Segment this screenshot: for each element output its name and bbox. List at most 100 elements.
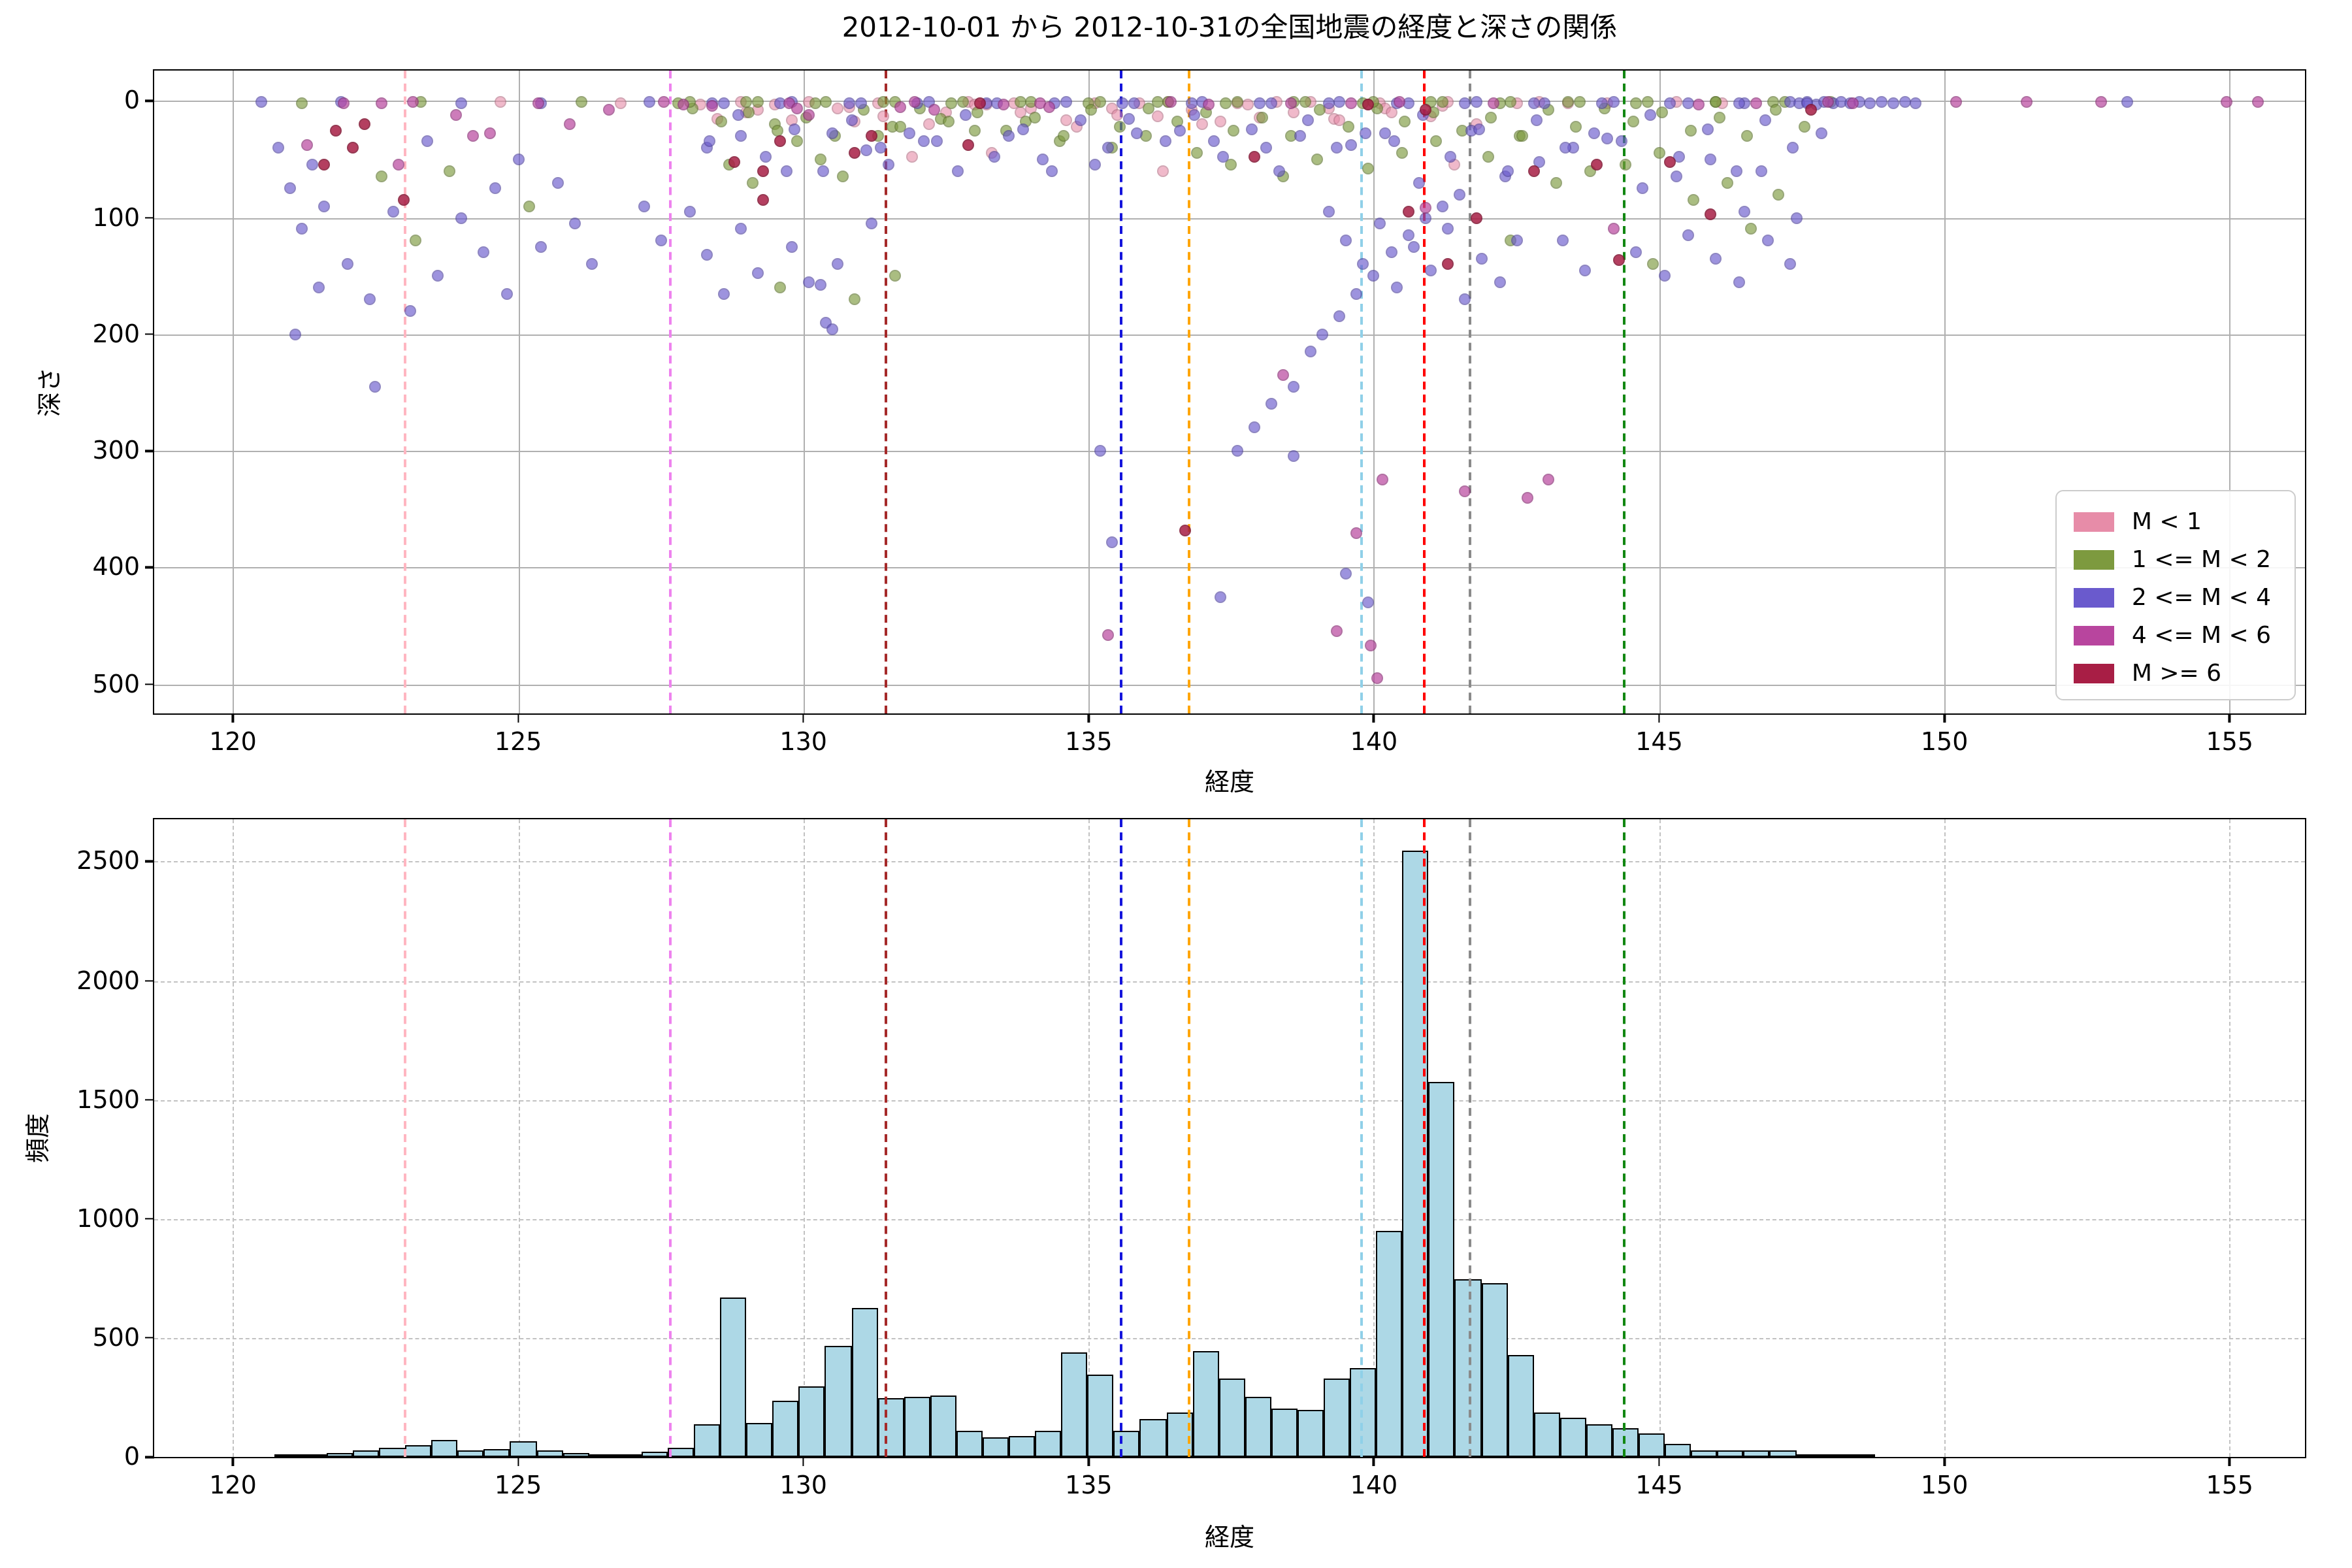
data-point — [746, 176, 759, 189]
data-point — [1887, 97, 1899, 109]
legend-swatch — [2074, 588, 2115, 608]
data-point — [1730, 165, 1742, 177]
data-point — [945, 97, 958, 109]
data-point — [860, 144, 872, 156]
data-point — [1570, 120, 1582, 133]
data-point — [2021, 96, 2033, 108]
data-point — [832, 102, 844, 114]
data-point — [678, 98, 690, 110]
data-point — [683, 206, 696, 218]
data-point — [284, 182, 296, 195]
y-tick-label: 1500 — [76, 1085, 140, 1115]
data-point — [1273, 165, 1286, 177]
data-point — [988, 151, 1001, 163]
data-point — [421, 135, 433, 148]
data-point — [392, 159, 404, 171]
data-point — [1396, 147, 1409, 159]
x-tick — [2229, 713, 2231, 723]
data-point — [877, 96, 889, 108]
y-tick-label: 200 — [92, 319, 140, 349]
y-tick — [145, 99, 154, 102]
y-tick — [145, 566, 154, 569]
data-point — [1377, 474, 1388, 486]
x-tick — [1373, 1457, 1375, 1466]
data-point — [889, 270, 901, 282]
data-point — [1288, 449, 1300, 462]
data-point — [1111, 108, 1123, 121]
histogram-bar — [300, 1454, 327, 1457]
reference-line — [1187, 71, 1190, 713]
data-point — [1365, 640, 1377, 652]
histogram-bar — [1743, 1450, 1770, 1457]
data-point — [1502, 165, 1514, 177]
data-point — [803, 108, 815, 121]
data-point — [908, 96, 921, 108]
data-point — [1333, 310, 1346, 323]
data-point — [1579, 264, 1591, 276]
data-point — [903, 127, 915, 140]
data-point — [552, 176, 564, 189]
data-point — [1202, 98, 1215, 110]
data-point — [1331, 625, 1343, 638]
data-point — [734, 223, 747, 235]
data-point — [717, 97, 730, 109]
data-point — [1313, 104, 1326, 116]
data-point — [406, 96, 419, 108]
data-point — [1017, 123, 1029, 135]
reference-line — [404, 819, 407, 1457]
histogram-bar — [405, 1445, 432, 1457]
data-point — [1385, 246, 1397, 259]
gridline-x — [803, 71, 805, 713]
legend-item: 2 <= M < 4 — [2074, 579, 2271, 617]
data-point — [358, 118, 370, 131]
data-point — [1484, 111, 1497, 123]
data-point — [845, 114, 858, 125]
data-point — [877, 110, 889, 122]
data-point — [638, 200, 650, 212]
data-point — [375, 171, 387, 183]
data-point — [1350, 527, 1363, 539]
gridline-x — [1373, 71, 1375, 713]
gridline-y — [154, 1218, 2305, 1220]
data-point — [789, 123, 801, 135]
data-point — [1359, 127, 1371, 140]
x-tick-label: 125 — [494, 1471, 542, 1500]
y-tick — [145, 449, 154, 452]
y-tick-label: 500 — [92, 670, 140, 699]
data-point — [1322, 206, 1335, 218]
data-point — [820, 95, 832, 108]
data-point — [1114, 120, 1126, 133]
gridline-x — [233, 71, 235, 713]
data-point — [1345, 139, 1357, 152]
data-point — [1864, 97, 1876, 109]
data-point — [1442, 258, 1454, 270]
data-point — [1285, 97, 1298, 109]
data-point — [1191, 147, 1203, 159]
x-tick — [1373, 713, 1375, 723]
data-point — [312, 282, 325, 294]
data-point — [586, 258, 598, 270]
data-point — [1060, 96, 1072, 108]
data-point — [1607, 223, 1620, 235]
data-point — [364, 293, 376, 305]
scatter-plot: 120 125 130 135 140 145 150 155 0 100 200 300 400 500… — [92, 69, 2306, 757]
legend-label: M >= 6 — [2131, 660, 2222, 687]
data-point — [1550, 176, 1563, 189]
x-tick-label: 120 — [209, 1471, 257, 1500]
histogram-bar — [1271, 1408, 1298, 1457]
data-point — [1339, 567, 1352, 580]
data-point — [751, 267, 764, 280]
legend-swatch — [2074, 664, 2115, 683]
reference-line — [1623, 71, 1626, 713]
data-point — [951, 165, 964, 177]
y-tick-label: 500 — [92, 1323, 140, 1352]
data-point — [1601, 132, 1614, 144]
data-point — [1214, 591, 1226, 603]
data-point — [1693, 98, 1705, 110]
data-point — [837, 171, 849, 183]
y-tick — [145, 1098, 154, 1101]
data-point — [1373, 217, 1386, 229]
legend-swatch — [2074, 512, 2115, 532]
y-tick-label: 300 — [92, 436, 140, 466]
data-point — [1225, 159, 1237, 171]
